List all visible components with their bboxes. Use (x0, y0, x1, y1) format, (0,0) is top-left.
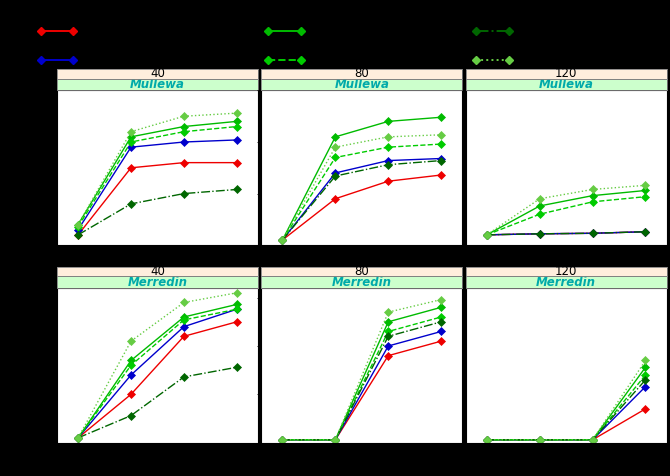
Text: 40: 40 (150, 67, 165, 80)
Text: Merredin: Merredin (332, 276, 392, 288)
Text: Mace: Mace (84, 54, 110, 65)
Text: EI 121 (Rht-B1b): EI 121 (Rht-B1b) (312, 54, 392, 65)
Text: Dual dwarfs: Dual dwarfs (84, 26, 142, 36)
Text: Merredin: Merredin (536, 276, 596, 288)
Text: Merredin: Merredin (127, 276, 188, 288)
Text: Plants per m²: Plants per m² (5, 221, 15, 291)
Text: 120: 120 (555, 265, 578, 278)
Text: 80: 80 (354, 265, 369, 278)
Text: 80: 80 (354, 67, 369, 80)
Text: Ellison: Ellison (312, 26, 343, 36)
Text: 40: 40 (150, 265, 165, 278)
Text: I Rht (1.HOS): I Rht (1.HOS) (519, 26, 584, 36)
Text: Days after sowing: Days after sowing (312, 461, 412, 471)
Text: Mullewa: Mullewa (130, 78, 185, 91)
Text: Mullewa: Mullewa (539, 78, 594, 91)
Text: II Rht (1.HOS): II Rht (1.HOS) (519, 54, 586, 65)
Text: 120: 120 (555, 67, 578, 80)
Text: Mullewa: Mullewa (334, 78, 389, 91)
